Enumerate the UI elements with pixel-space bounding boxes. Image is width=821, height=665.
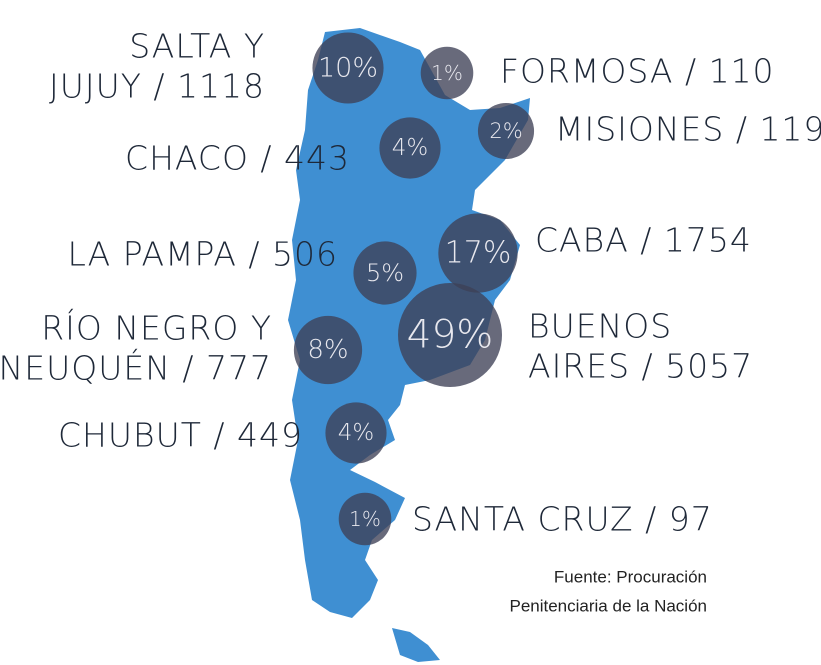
bubble bbox=[338, 492, 392, 546]
region-label: SALTA Y bbox=[129, 27, 265, 66]
percent-label: 4% bbox=[338, 420, 375, 446]
region-label: CHACO / 443 bbox=[125, 139, 350, 178]
region-label: CHUBUT / 449 bbox=[58, 416, 303, 455]
bubble bbox=[353, 241, 417, 305]
region-label: SANTA CRUZ / 97 bbox=[412, 500, 713, 539]
region-label: JUJUY / 1118 bbox=[49, 67, 265, 106]
bubble bbox=[379, 117, 441, 179]
region-label: RÍO NEGRO Y bbox=[41, 308, 272, 348]
percent-label: 10% bbox=[318, 53, 378, 84]
map-tierra-del-fuego bbox=[392, 628, 440, 662]
bubble bbox=[398, 283, 502, 387]
bubble bbox=[293, 315, 363, 385]
region-label: NEUQUÉN / 777 bbox=[0, 348, 272, 388]
percent-label: 17% bbox=[445, 236, 512, 271]
percent-label: 8% bbox=[307, 335, 348, 365]
region-label: MISIONES / 119 bbox=[555, 110, 821, 149]
bubble bbox=[420, 46, 474, 100]
percent-label: 2% bbox=[489, 119, 522, 143]
percent-label: 1% bbox=[349, 507, 381, 531]
bubble bbox=[438, 213, 518, 293]
bubble bbox=[325, 402, 387, 464]
region-label: CABA / 1754 bbox=[535, 221, 752, 260]
region-label: BUENOS bbox=[528, 307, 672, 346]
bubble bbox=[477, 102, 535, 160]
source-line: Penitenciaria de la Nación bbox=[509, 596, 707, 615]
bubble bbox=[312, 32, 384, 104]
percent-label: 1% bbox=[431, 61, 463, 85]
region-label: LA PAMPA / 506 bbox=[68, 235, 339, 274]
percent-label: 49% bbox=[407, 313, 494, 358]
region-label: FORMOSA / 110 bbox=[500, 52, 775, 91]
source-line: Fuente: Procuración bbox=[554, 567, 707, 586]
region-label: AIRES / 5057 bbox=[528, 347, 753, 386]
percent-label: 4% bbox=[392, 135, 429, 161]
percent-label: 5% bbox=[366, 259, 404, 287]
